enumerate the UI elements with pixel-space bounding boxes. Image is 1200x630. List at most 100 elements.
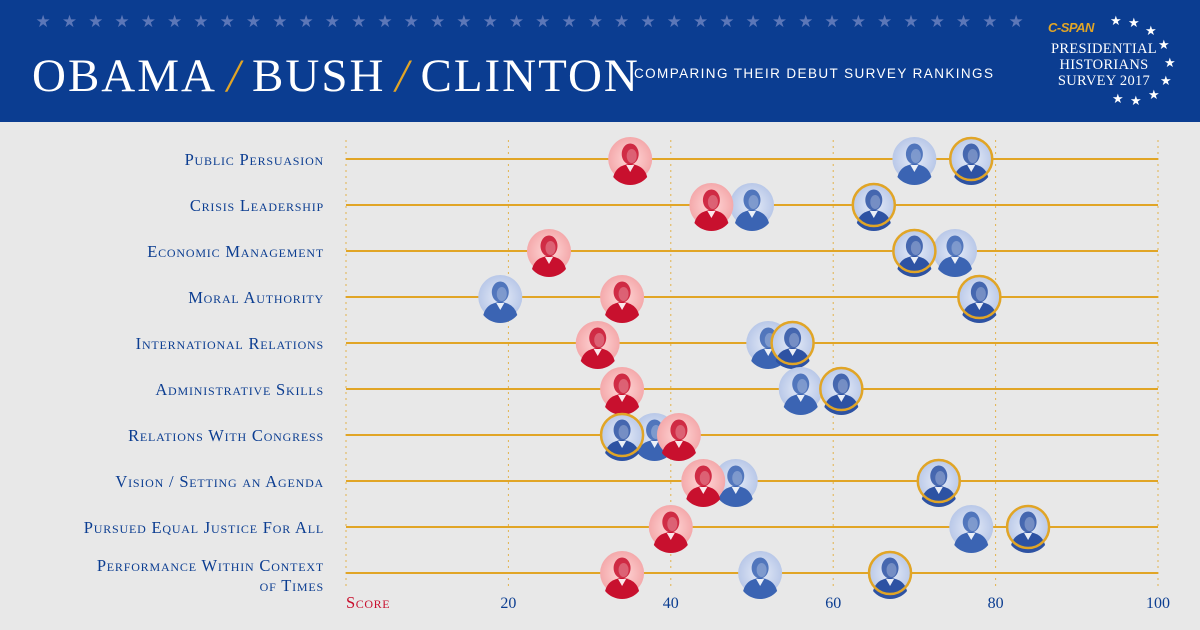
bush-marker — [527, 229, 571, 278]
marker-face — [967, 149, 978, 163]
marker-face — [951, 241, 962, 255]
star-icon: ★ — [1112, 92, 1124, 107]
marker-suit — [605, 578, 640, 600]
marker-suit — [1011, 532, 1046, 554]
marker-suit — [718, 486, 753, 508]
marker-collar — [951, 257, 959, 264]
marker-head — [702, 189, 720, 211]
bush-marker — [600, 551, 645, 600]
marker-face — [594, 333, 605, 347]
marker-collar — [650, 441, 659, 448]
star-icon: ★ — [771, 12, 788, 32]
marker-collar — [788, 349, 797, 356]
clinton-marker — [478, 275, 523, 324]
star-icon: ★ — [587, 12, 603, 32]
marker-head — [905, 143, 923, 165]
marker-suit — [954, 532, 989, 554]
marker-suit — [613, 164, 648, 186]
marker-ring — [1005, 504, 1051, 550]
marker-face — [975, 287, 986, 301]
marker-face — [797, 379, 808, 393]
marker-head — [613, 419, 631, 441]
marker-face — [935, 471, 946, 485]
marker-head — [670, 419, 688, 441]
star-icon: ★ — [1008, 12, 1024, 32]
marker-collar — [731, 487, 740, 494]
marker-ring — [819, 366, 864, 412]
marker-head — [865, 189, 883, 211]
marker-collar — [626, 165, 635, 172]
marker-face — [618, 563, 629, 577]
marker-collar — [593, 349, 602, 356]
marker-face — [789, 333, 800, 347]
marker-head — [589, 327, 607, 349]
star-icon: ★ — [456, 12, 472, 32]
title-clinton: CLINTON — [420, 50, 640, 102]
star-icon: ★ — [403, 12, 419, 32]
row-label: of Times — [260, 576, 324, 595]
marker-suit — [775, 348, 810, 370]
marker-collar — [1024, 533, 1033, 540]
star-icon: ★ — [1160, 74, 1172, 89]
obama-marker — [1005, 504, 1051, 554]
marker-head — [613, 373, 631, 395]
marker-collar — [934, 487, 943, 494]
row-label: International Relations — [136, 334, 324, 353]
star-icon: ★ — [482, 12, 498, 32]
marker-head — [832, 373, 850, 395]
bush-marker — [681, 459, 726, 508]
marker-suit — [735, 210, 769, 232]
star-icon: ★ — [719, 12, 735, 32]
marker-head — [743, 189, 761, 211]
row-label: Relations With Congress — [128, 426, 324, 445]
marker-collar — [967, 533, 976, 540]
row-label: Pursued Equal Justice For All — [84, 518, 324, 537]
title-separator: / — [395, 50, 411, 102]
marker-collar — [886, 579, 895, 586]
marker-suit — [938, 256, 972, 278]
marker-suit — [605, 302, 640, 324]
star-icon: ★ — [114, 12, 130, 32]
clinton-marker — [738, 551, 783, 600]
marker-collar — [707, 211, 716, 218]
star-icon: ★ — [614, 12, 630, 32]
star-icon: ★ — [982, 12, 998, 32]
marker-collar — [975, 303, 984, 310]
marker-collar — [674, 441, 683, 448]
marker-head — [962, 511, 980, 533]
marker-collar — [666, 533, 675, 540]
marker-head — [662, 511, 680, 533]
logo-line-2: HISTORIANS — [1059, 57, 1149, 73]
star-icon: ★ — [1148, 88, 1160, 103]
obama-marker — [599, 412, 645, 462]
marker-ring — [957, 274, 1002, 320]
marker-ring — [599, 412, 645, 458]
clinton-marker — [949, 505, 994, 554]
marker-head — [1019, 511, 1037, 533]
marker-collar — [764, 349, 773, 356]
ranking-chart: Public Persuasion Crisis Leadership Econom… — [84, 136, 1170, 612]
marker-face — [1024, 517, 1035, 531]
tick-label: 40 — [663, 595, 679, 612]
marker-face — [910, 149, 921, 163]
obama-marker — [851, 182, 897, 232]
clinton-marker — [778, 367, 823, 416]
mark-layer — [478, 136, 1051, 600]
logo-line-3: SURVEY 2017 — [1057, 73, 1151, 89]
marker-head — [727, 465, 745, 487]
marker-collar — [545, 257, 553, 264]
title-separator: / — [226, 50, 243, 102]
logo-line-1: PRESIDENTIAL — [1051, 41, 1157, 57]
title-obama: OBAMA — [32, 50, 217, 102]
logo-brand: C-SPAN — [1048, 20, 1094, 35]
marker-head — [792, 373, 810, 395]
marker-suit — [856, 210, 891, 232]
star-icon: ★ — [1130, 94, 1142, 109]
obama-marker — [948, 136, 994, 186]
star-icon: ★ — [1164, 56, 1176, 71]
obama-marker — [867, 550, 913, 600]
obama-marker — [770, 320, 815, 370]
header-banner: ★ ★ ★ ★ ★ ★ ★ ★ ★ ★ ★ ★ ★ ★ ★ ★ ★ ★ ★ ★ ★ ★ ★ ★ ★ ★ ★ ★ ★ ★ ★ ★ ★ ★ ★ ★ ★ ★ O… — [0, 0, 1200, 122]
page-subtitle: COMPARING THEIR DEBUT SURVEY RANKINGS — [634, 66, 995, 81]
bush-marker — [689, 183, 734, 232]
